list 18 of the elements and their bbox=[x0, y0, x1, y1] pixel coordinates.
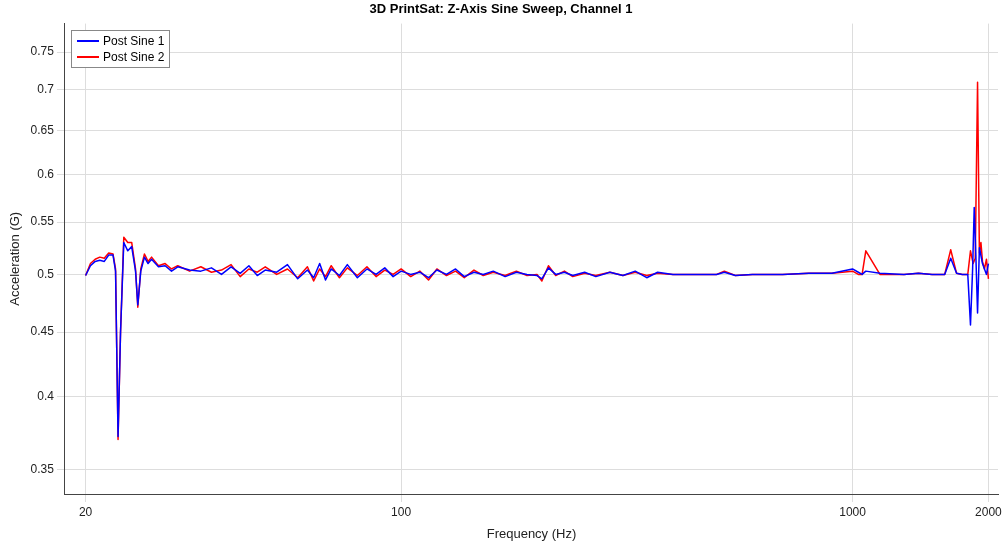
y-tick-label: 0.55 bbox=[30, 214, 55, 229]
y-tick-label: 0.75 bbox=[30, 44, 55, 59]
y-tick-label: 0.6 bbox=[37, 166, 55, 181]
x-tick-label: 20 bbox=[78, 504, 93, 519]
x-tick-label: 100 bbox=[391, 504, 412, 519]
y-tick-label: 0.5 bbox=[37, 266, 55, 281]
chart-title: 3D PrintSat: Z-Axis Sine Sweep, Channel 1 bbox=[369, 1, 633, 17]
legend-label: Post Sine 2 bbox=[102, 49, 165, 64]
y-tick-label: 0.35 bbox=[30, 462, 55, 477]
y-tick-label: 0.4 bbox=[37, 389, 55, 404]
y-tick-label: 0.45 bbox=[30, 324, 55, 339]
x-tick-label: 2000 bbox=[975, 504, 1003, 519]
y-axis-title: Acceleration (G) bbox=[7, 211, 23, 306]
y-tick-label: 0.7 bbox=[37, 82, 55, 97]
x-tick-label: 1000 bbox=[839, 504, 867, 519]
legend-label: Post Sine 1 bbox=[102, 33, 165, 48]
x-axis-title: Frequency (Hz) bbox=[486, 525, 577, 541]
y-tick-label: 0.65 bbox=[30, 122, 55, 137]
